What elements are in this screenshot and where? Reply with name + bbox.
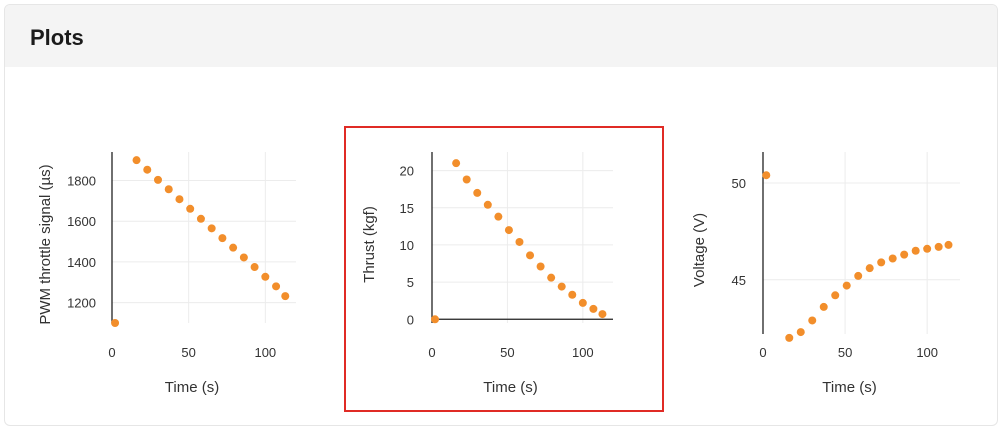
y-tick-label: 45 bbox=[732, 273, 746, 288]
pwm-data-point bbox=[111, 319, 120, 327]
thrust-data-point bbox=[589, 304, 598, 313]
pwm-data-point bbox=[196, 214, 205, 223]
thrust-data-point bbox=[598, 310, 607, 319]
thrust-data-point bbox=[515, 237, 524, 246]
x-tick-label: 50 bbox=[838, 345, 852, 360]
thrust-data-point bbox=[452, 159, 461, 168]
x-tick-label: 0 bbox=[759, 345, 766, 360]
voltage-data-point bbox=[934, 242, 943, 251]
pwm-data-point bbox=[154, 175, 162, 184]
thrust-data-point bbox=[547, 273, 556, 282]
y-tick-label: 15 bbox=[400, 201, 414, 216]
y-tick-label: 50 bbox=[732, 176, 746, 191]
pwm-data-point bbox=[261, 272, 270, 281]
voltage-data-point bbox=[900, 250, 909, 259]
x-tick-label: 100 bbox=[254, 345, 276, 360]
voltage-data-point bbox=[865, 264, 874, 273]
x-tick-label: 100 bbox=[572, 345, 594, 360]
voltage-data-point bbox=[831, 291, 840, 300]
y-tick-label: 1600 bbox=[67, 214, 96, 229]
panel-header: Plots bbox=[5, 5, 997, 67]
y-tick-label: 1800 bbox=[67, 174, 96, 189]
voltage-data-point bbox=[808, 316, 817, 325]
voltage-data-point bbox=[911, 246, 920, 255]
voltage-data-point bbox=[854, 271, 863, 280]
pwm-data-point bbox=[186, 204, 195, 213]
y-tick-label: 20 bbox=[400, 164, 414, 179]
y-tick-label: 1200 bbox=[67, 296, 96, 311]
pwm-data-point bbox=[250, 263, 259, 272]
x-axis-label: Time (s) bbox=[165, 379, 219, 396]
voltage-data-point bbox=[944, 240, 953, 249]
pwm-data-point bbox=[229, 243, 238, 252]
x-axis-label: Time (s) bbox=[822, 379, 876, 396]
thrust-data-point bbox=[568, 290, 577, 299]
pwm-data-point bbox=[207, 224, 216, 233]
pwm-data-point bbox=[218, 234, 227, 243]
voltage-data-point bbox=[785, 333, 794, 342]
x-tick-label: 100 bbox=[916, 345, 938, 360]
pwm-data-point bbox=[281, 292, 290, 301]
y-tick-label: 1400 bbox=[67, 255, 96, 270]
pwm-data-point bbox=[239, 253, 248, 262]
x-axis-label: Time (s) bbox=[483, 379, 537, 396]
y-axis-label: Thrust (kgf) bbox=[361, 206, 378, 283]
thrust-data-point bbox=[536, 262, 545, 271]
thrust-data-point bbox=[526, 251, 535, 260]
thrust-data-point bbox=[557, 282, 566, 291]
pwm-data-point bbox=[175, 195, 184, 204]
plots-panel: Plots bbox=[4, 4, 998, 426]
thrust-data-point bbox=[483, 200, 492, 209]
panel-title: Plots bbox=[30, 25, 84, 50]
thrust-data-point bbox=[473, 188, 482, 197]
x-tick-label: 50 bbox=[500, 345, 514, 360]
thrust-data-point bbox=[494, 212, 503, 221]
pwm-data-point bbox=[164, 185, 173, 194]
thrust-data-point bbox=[578, 298, 587, 307]
x-tick-label: 50 bbox=[181, 345, 195, 360]
thrust-data-point bbox=[462, 175, 471, 184]
y-axis-label: Voltage (V) bbox=[691, 213, 708, 287]
pwm-data-point bbox=[143, 165, 152, 174]
thrust-data-point bbox=[431, 315, 440, 324]
pwm-data-point bbox=[272, 282, 281, 291]
y-tick-label: 5 bbox=[407, 275, 414, 290]
voltage-data-point bbox=[923, 244, 932, 253]
y-tick-label: 0 bbox=[407, 312, 414, 327]
y-tick-label: 10 bbox=[400, 238, 414, 253]
x-tick-label: 0 bbox=[428, 345, 435, 360]
voltage-data-point bbox=[796, 328, 805, 337]
voltage-data-point bbox=[762, 171, 771, 180]
voltage-data-point bbox=[877, 258, 886, 267]
voltage-data-point bbox=[819, 302, 828, 311]
pwm-data-point bbox=[132, 156, 141, 165]
y-axis-label: PWM throttle signal (µs) bbox=[37, 164, 54, 324]
x-tick-label: 0 bbox=[108, 345, 115, 360]
voltage-data-point bbox=[842, 281, 851, 290]
voltage-data-point bbox=[888, 254, 897, 263]
thrust-data-point bbox=[504, 226, 513, 235]
